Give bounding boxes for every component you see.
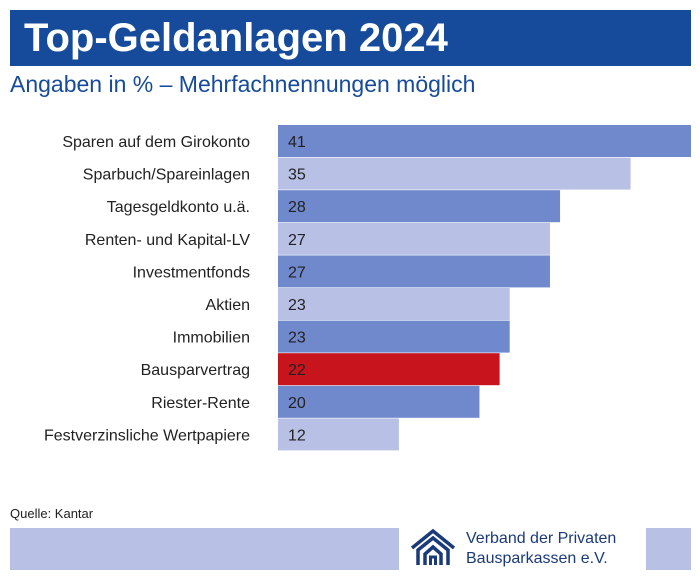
category-label-9: Riester-Rente	[151, 395, 250, 412]
value-label-8: 22	[288, 362, 306, 379]
bar-6	[278, 288, 510, 320]
bar-9	[278, 385, 480, 418]
footer-bar-right	[646, 528, 691, 570]
category-label-2: Sparbuch/Spareinlagen	[83, 167, 250, 184]
value-label-1: 41	[288, 134, 306, 151]
bar-1	[278, 125, 691, 157]
category-label-3: Tagesgeldkonto u.ä.	[107, 199, 250, 216]
value-label-2: 35	[288, 167, 306, 184]
bar-chart: Sparen auf dem Girokonto 41 Sparbuch/Spare…	[44, 125, 691, 451]
publisher-logo: Verband der Privaten Bausparkassen e.V.	[406, 524, 642, 572]
logo-text-line1: Verband der Privaten	[466, 530, 617, 547]
category-label-10: Festverzinsliche Wertpapiere	[44, 427, 250, 444]
chart-title: Top-Geldanlagen 2024	[24, 16, 448, 60]
footer-bar-left	[10, 528, 399, 570]
title-bar: Top-Geldanlagen 2024	[10, 10, 691, 66]
bar-8	[278, 353, 500, 386]
value-label-6: 23	[288, 297, 306, 314]
bar-10	[278, 418, 399, 451]
value-label-5: 27	[288, 264, 306, 281]
house-icon	[410, 528, 456, 565]
bar-7	[278, 320, 510, 353]
logo-text-line2: Bausparkassen e.V.	[466, 550, 608, 567]
chart-subtitle: Angaben in % – Mehrfachnennungen möglich	[10, 71, 476, 97]
bar-4	[278, 222, 550, 255]
bar-3	[278, 190, 561, 223]
category-label-1: Sparen auf dem Girokonto	[62, 134, 250, 151]
value-label-10: 12	[288, 427, 306, 444]
category-label-7: Immobilien	[173, 330, 250, 347]
category-label-4: Renten- und Kapital-LV	[85, 232, 250, 249]
value-label-4: 27	[288, 232, 306, 249]
category-label-8: Bausparvertrag	[141, 362, 250, 379]
source-note: Quelle: Kantar	[10, 506, 94, 521]
category-label-6: Aktien	[206, 297, 250, 314]
category-label-5: Investmentfonds	[133, 264, 250, 281]
bar-2	[278, 157, 631, 190]
value-label-9: 20	[288, 395, 306, 412]
bar-5	[278, 255, 550, 288]
value-label-7: 23	[288, 330, 306, 347]
value-label-3: 28	[288, 199, 306, 216]
